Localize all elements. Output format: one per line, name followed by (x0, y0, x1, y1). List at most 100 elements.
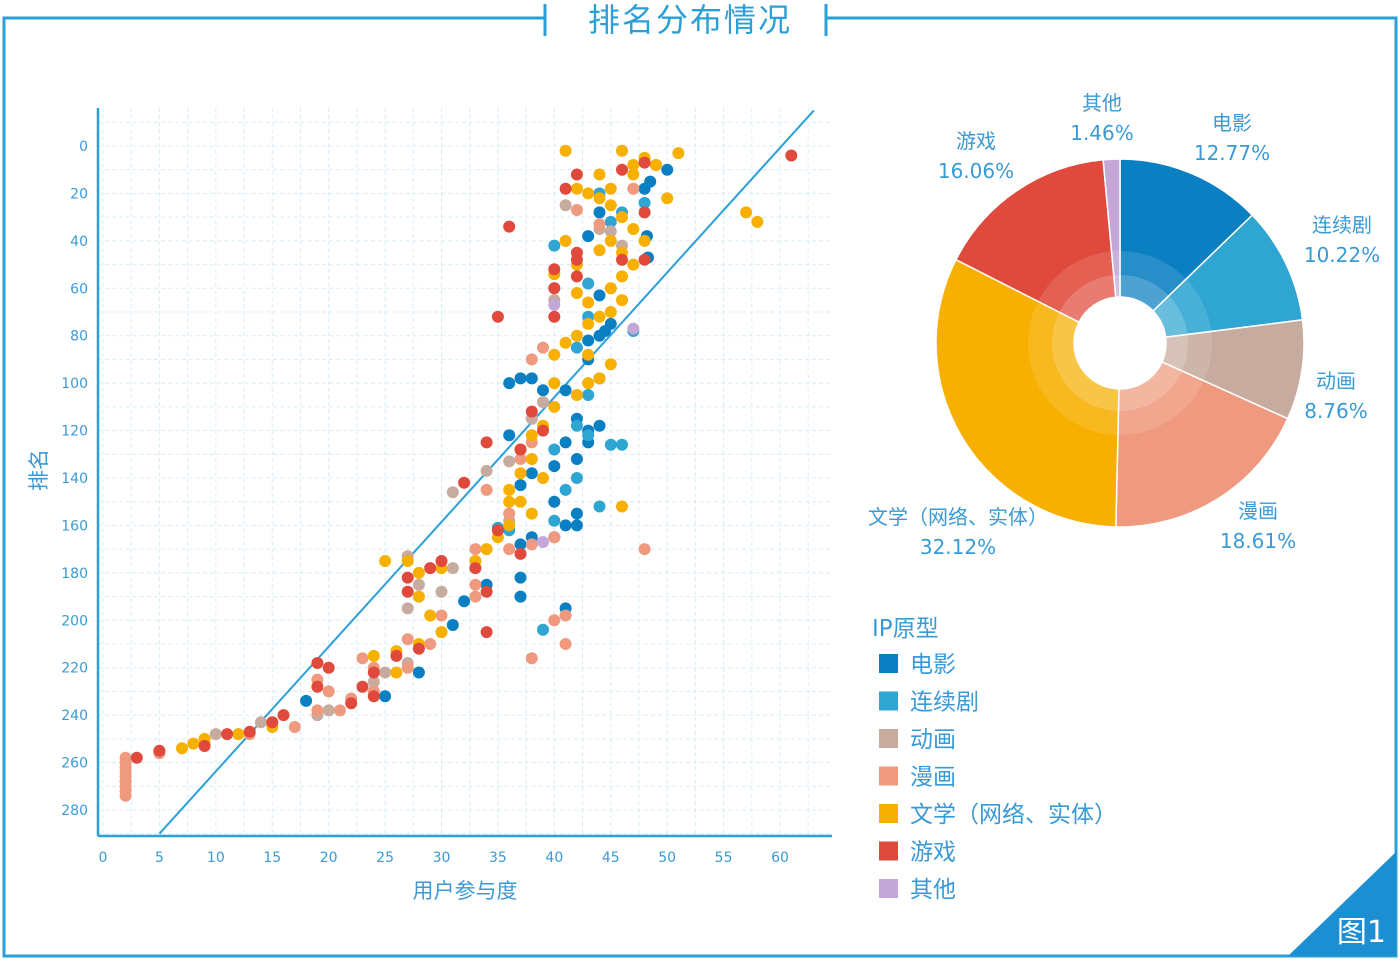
scatter-point (424, 609, 437, 622)
scatter-point (333, 704, 346, 717)
pie-label-name: 动画 (1316, 369, 1356, 393)
scatter-point (514, 571, 527, 584)
scatter-point (503, 377, 516, 390)
scatter-point (209, 728, 222, 741)
x-tick-label: 60 (771, 850, 789, 866)
scatter-point (604, 234, 617, 247)
scatter-point (593, 289, 606, 302)
scatter-point (559, 638, 572, 650)
scatter-point (582, 277, 595, 290)
scatter-point (480, 464, 493, 477)
scatter-point (435, 609, 448, 622)
scatter-point (367, 666, 380, 679)
scatter-point (537, 424, 549, 437)
y-tick-label: 200 (61, 613, 88, 629)
scatter-point (593, 244, 606, 257)
scatter-point (570, 246, 583, 259)
scatter-point (570, 204, 583, 216)
scatter-point (412, 578, 425, 591)
scatter-point (198, 740, 211, 752)
scatter-point (379, 555, 392, 567)
scatter-point (570, 182, 583, 195)
scatter-point (345, 697, 358, 710)
y-tick-label: 100 (61, 376, 88, 392)
scatter-point (446, 562, 459, 575)
scatter-point (582, 296, 595, 309)
x-axis-title: 用户参与度 (413, 879, 518, 903)
scatter-point (153, 744, 166, 757)
scatter-point (570, 329, 583, 342)
scatter-point (390, 666, 403, 679)
scatter-point (480, 436, 493, 449)
y-tick-label: 60 (70, 281, 88, 297)
x-tick-label: 15 (263, 850, 281, 866)
scatter-point (604, 199, 617, 212)
scatter-point (627, 322, 640, 335)
scatter-point (469, 578, 482, 591)
scatter-point (537, 341, 549, 354)
scatter-point (356, 680, 369, 693)
scatter-point (616, 163, 628, 176)
scatter-point (559, 519, 572, 532)
scatter-point (616, 438, 628, 451)
scatter-point (604, 182, 617, 195)
scatter-point (514, 590, 527, 603)
scatter-point (582, 334, 595, 347)
scatter-point (130, 751, 143, 764)
scatter-point (514, 538, 527, 551)
scatter-point (412, 590, 425, 603)
scatter-point (582, 187, 595, 200)
scatter-point (548, 263, 561, 276)
pie-label-value: 10.22% (1304, 243, 1380, 267)
figure-frame (2, 4, 1398, 958)
pie-label-name: 连续剧 (1312, 213, 1372, 237)
scatter-point (559, 182, 572, 195)
scatter-point (458, 595, 471, 608)
scatter-point (582, 429, 595, 442)
pie-label-value: 32.12% (920, 535, 996, 559)
y-tick-label: 40 (70, 234, 88, 250)
scatter-point (412, 566, 425, 579)
scatter-point (582, 377, 595, 390)
scatter-point (514, 547, 527, 560)
scatter-point (559, 436, 572, 449)
figure-badge (1288, 852, 1396, 956)
scatter-point (491, 310, 504, 323)
scatter-point (480, 585, 493, 598)
pie-label-name: 电影 (1212, 111, 1252, 135)
scatter-point (638, 206, 651, 219)
scatter-point (401, 633, 414, 646)
x-tick-label: 25 (376, 850, 394, 866)
scatter-point (424, 638, 437, 650)
scatter-point (570, 389, 583, 401)
scatter-point (514, 443, 527, 456)
scatter-point (548, 531, 561, 544)
scatter-point (604, 215, 617, 228)
scatter-point (548, 495, 561, 508)
page-title: 排名分布情况 (587, 1, 792, 39)
scatter-point (367, 675, 380, 688)
scatter-point (593, 372, 606, 385)
scatter-point (537, 472, 549, 484)
legend-title: IP原型 (872, 616, 939, 642)
scatter-point (379, 690, 392, 703)
scatter-point (604, 306, 617, 318)
scatter-point (537, 384, 549, 397)
scatter-point (582, 389, 595, 401)
pie-label-name: 漫画 (1238, 499, 1278, 523)
scatter-point (582, 230, 595, 243)
scatter-point (638, 182, 651, 195)
scatter-point (243, 725, 256, 738)
scatter-point (322, 704, 335, 717)
scatter-point (548, 239, 561, 252)
scatter-point (401, 555, 414, 567)
scatter-point (570, 507, 583, 520)
legend-swatch (879, 691, 898, 711)
x-tick-label: 50 (658, 850, 676, 866)
legend-label: 游戏 (910, 840, 956, 866)
scatter-point (525, 429, 538, 442)
scatter-axes: 0 5 10 15 20 25 30 35 40 45 50 55 60 0 20 40 60 80 100 120 1… (27, 108, 832, 903)
scatter-point (548, 400, 561, 413)
y-tick-label: 120 (61, 424, 88, 440)
